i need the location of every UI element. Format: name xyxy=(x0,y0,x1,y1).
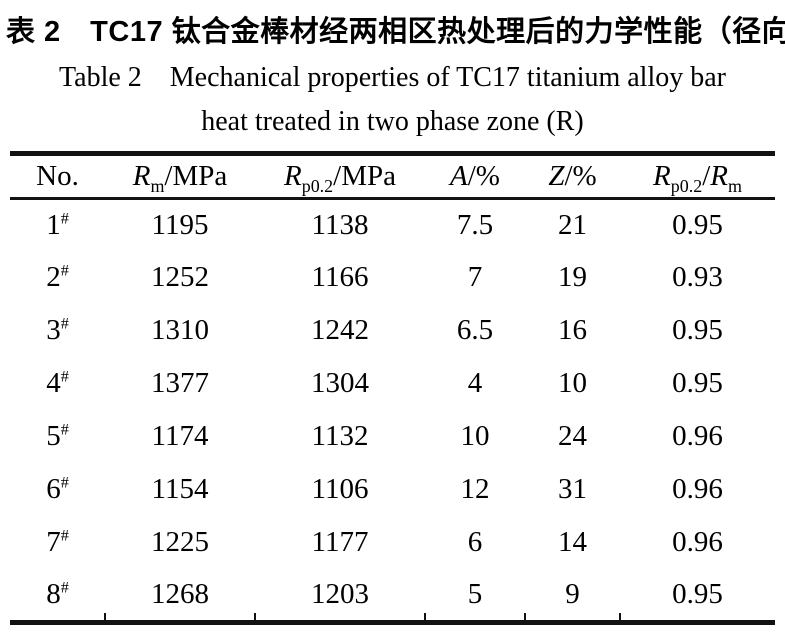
cell-a: 6.5 xyxy=(456,314,494,347)
table-row: 8# 1268 1203 5 9 0.95 xyxy=(10,569,775,622)
cell-rm: 1174 xyxy=(151,420,209,453)
cell-rp02: 1177 xyxy=(311,526,369,559)
row-number-suffix: # xyxy=(60,209,69,228)
data-table-wrap: No. Rm/MPa Rp0.2/MPa A/% Z/% Rp0.2/Rm 1# 1195 1… xyxy=(10,150,775,625)
cell-rm: 1225 xyxy=(151,526,209,559)
row-number-suffix: # xyxy=(60,367,69,386)
column-divider-tick xyxy=(104,612,106,620)
table-row: 3# 1310 1242 6.5 16 0.95 xyxy=(10,304,775,357)
cell-z: 9 xyxy=(565,578,580,611)
cell-rp02: 1166 xyxy=(311,261,369,294)
cell-rm: 1377 xyxy=(151,367,209,400)
column-divider-tick xyxy=(254,612,256,620)
cell-rp02: 1138 xyxy=(311,209,369,242)
column-divider-tick xyxy=(424,612,426,620)
table-row: 5# 1174 1132 10 24 0.96 xyxy=(10,410,775,463)
cell-ratio: 0.96 xyxy=(672,526,723,559)
row-number-suffix: # xyxy=(60,526,69,545)
cell-ratio: 0.93 xyxy=(672,261,723,294)
cell-no: 6# xyxy=(46,473,69,506)
cell-z: 21 xyxy=(558,209,587,242)
row-number-suffix: # xyxy=(60,261,69,280)
page: 表 2 TC17 钛合金棒材经两相区热处理后的力学性能（径向） Table 2 … xyxy=(0,14,785,643)
table-row: 1# 1195 1138 7.5 21 0.95 xyxy=(10,198,775,251)
column-header-rp02: Rp0.2/MPa xyxy=(283,159,396,196)
cell-rp02: 1203 xyxy=(311,578,369,611)
cell-z: 16 xyxy=(558,314,587,347)
cell-rm: 1310 xyxy=(151,314,209,347)
cell-no: 2# xyxy=(46,261,69,294)
column-header-no: No. xyxy=(36,159,79,192)
cell-rp02: 1106 xyxy=(311,473,369,506)
table-row: 2# 1252 1166 7 19 0.93 xyxy=(10,251,775,304)
cell-ratio: 0.95 xyxy=(672,367,723,400)
table-row: 4# 1377 1304 4 10 0.95 xyxy=(10,357,775,410)
table-row: 6# 1154 1106 12 31 0.96 xyxy=(10,463,775,516)
row-number-suffix: # xyxy=(60,473,69,492)
cell-rm: 1195 xyxy=(151,209,209,242)
cell-rp02: 1242 xyxy=(311,314,369,347)
column-header-rm: Rm/MPa xyxy=(132,159,228,196)
cell-z: 24 xyxy=(558,420,587,453)
column-divider-tick xyxy=(524,612,526,620)
table-caption-en-line1: Table 2 Mechanical properties of TC17 ti… xyxy=(59,62,726,94)
cell-rm: 1252 xyxy=(151,261,209,294)
cell-z: 14 xyxy=(558,526,587,559)
cell-no: 8# xyxy=(46,578,69,611)
column-header-a: A/% xyxy=(450,159,500,192)
cell-a: 7.5 xyxy=(456,209,494,242)
cell-ratio: 0.95 xyxy=(672,578,723,611)
cell-no: 3# xyxy=(46,314,69,347)
table-row: 7# 1225 1177 6 14 0.96 xyxy=(10,516,775,569)
cell-ratio: 0.95 xyxy=(672,314,723,347)
cell-a: 7 xyxy=(467,261,483,294)
cell-z: 19 xyxy=(558,261,587,294)
cell-a: 12 xyxy=(460,473,490,506)
column-header-ratio: Rp0.2/Rm xyxy=(653,159,742,196)
mechanical-properties-table: No. Rm/MPa Rp0.2/MPa A/% Z/% Rp0.2/Rm 1# 1195 1… xyxy=(10,150,775,625)
cell-rp02: 1304 xyxy=(311,367,369,400)
column-divider-tick xyxy=(619,612,621,620)
row-number-suffix: # xyxy=(60,578,69,597)
row-number-suffix: # xyxy=(60,420,69,439)
cell-ratio: 0.96 xyxy=(672,420,723,453)
cell-a: 4 xyxy=(467,367,483,400)
cell-ratio: 0.96 xyxy=(672,473,723,506)
cell-a: 10 xyxy=(460,420,490,453)
cell-z: 10 xyxy=(558,367,587,400)
table-caption-en-line2: heat treated in two phase zone (R) xyxy=(201,106,584,138)
row-number-suffix: # xyxy=(60,314,69,333)
column-header-z: Z/% xyxy=(548,159,597,192)
header-row: No. Rm/MPa Rp0.2/MPa A/% Z/% Rp0.2/Rm xyxy=(10,153,775,199)
cell-no: 4# xyxy=(46,367,69,400)
table-caption-zh: 表 2 TC17 钛合金棒材经两相区热处理后的力学性能（径向） xyxy=(6,16,785,48)
cell-no: 7# xyxy=(46,526,69,559)
cell-rm: 1154 xyxy=(151,473,209,506)
cell-ratio: 0.95 xyxy=(672,209,723,242)
cell-no: 1# xyxy=(46,209,69,242)
cell-rm: 1268 xyxy=(151,578,209,611)
cell-a: 6 xyxy=(467,526,483,559)
table-body: 1# 1195 1138 7.5 21 0.95 2# 1252 1166 7 19 0.93 3# 13… xyxy=(10,198,775,622)
cell-z: 31 xyxy=(558,473,587,506)
cell-no: 5# xyxy=(46,420,69,453)
cell-a: 5 xyxy=(467,578,483,611)
cell-rp02: 1132 xyxy=(311,420,369,453)
